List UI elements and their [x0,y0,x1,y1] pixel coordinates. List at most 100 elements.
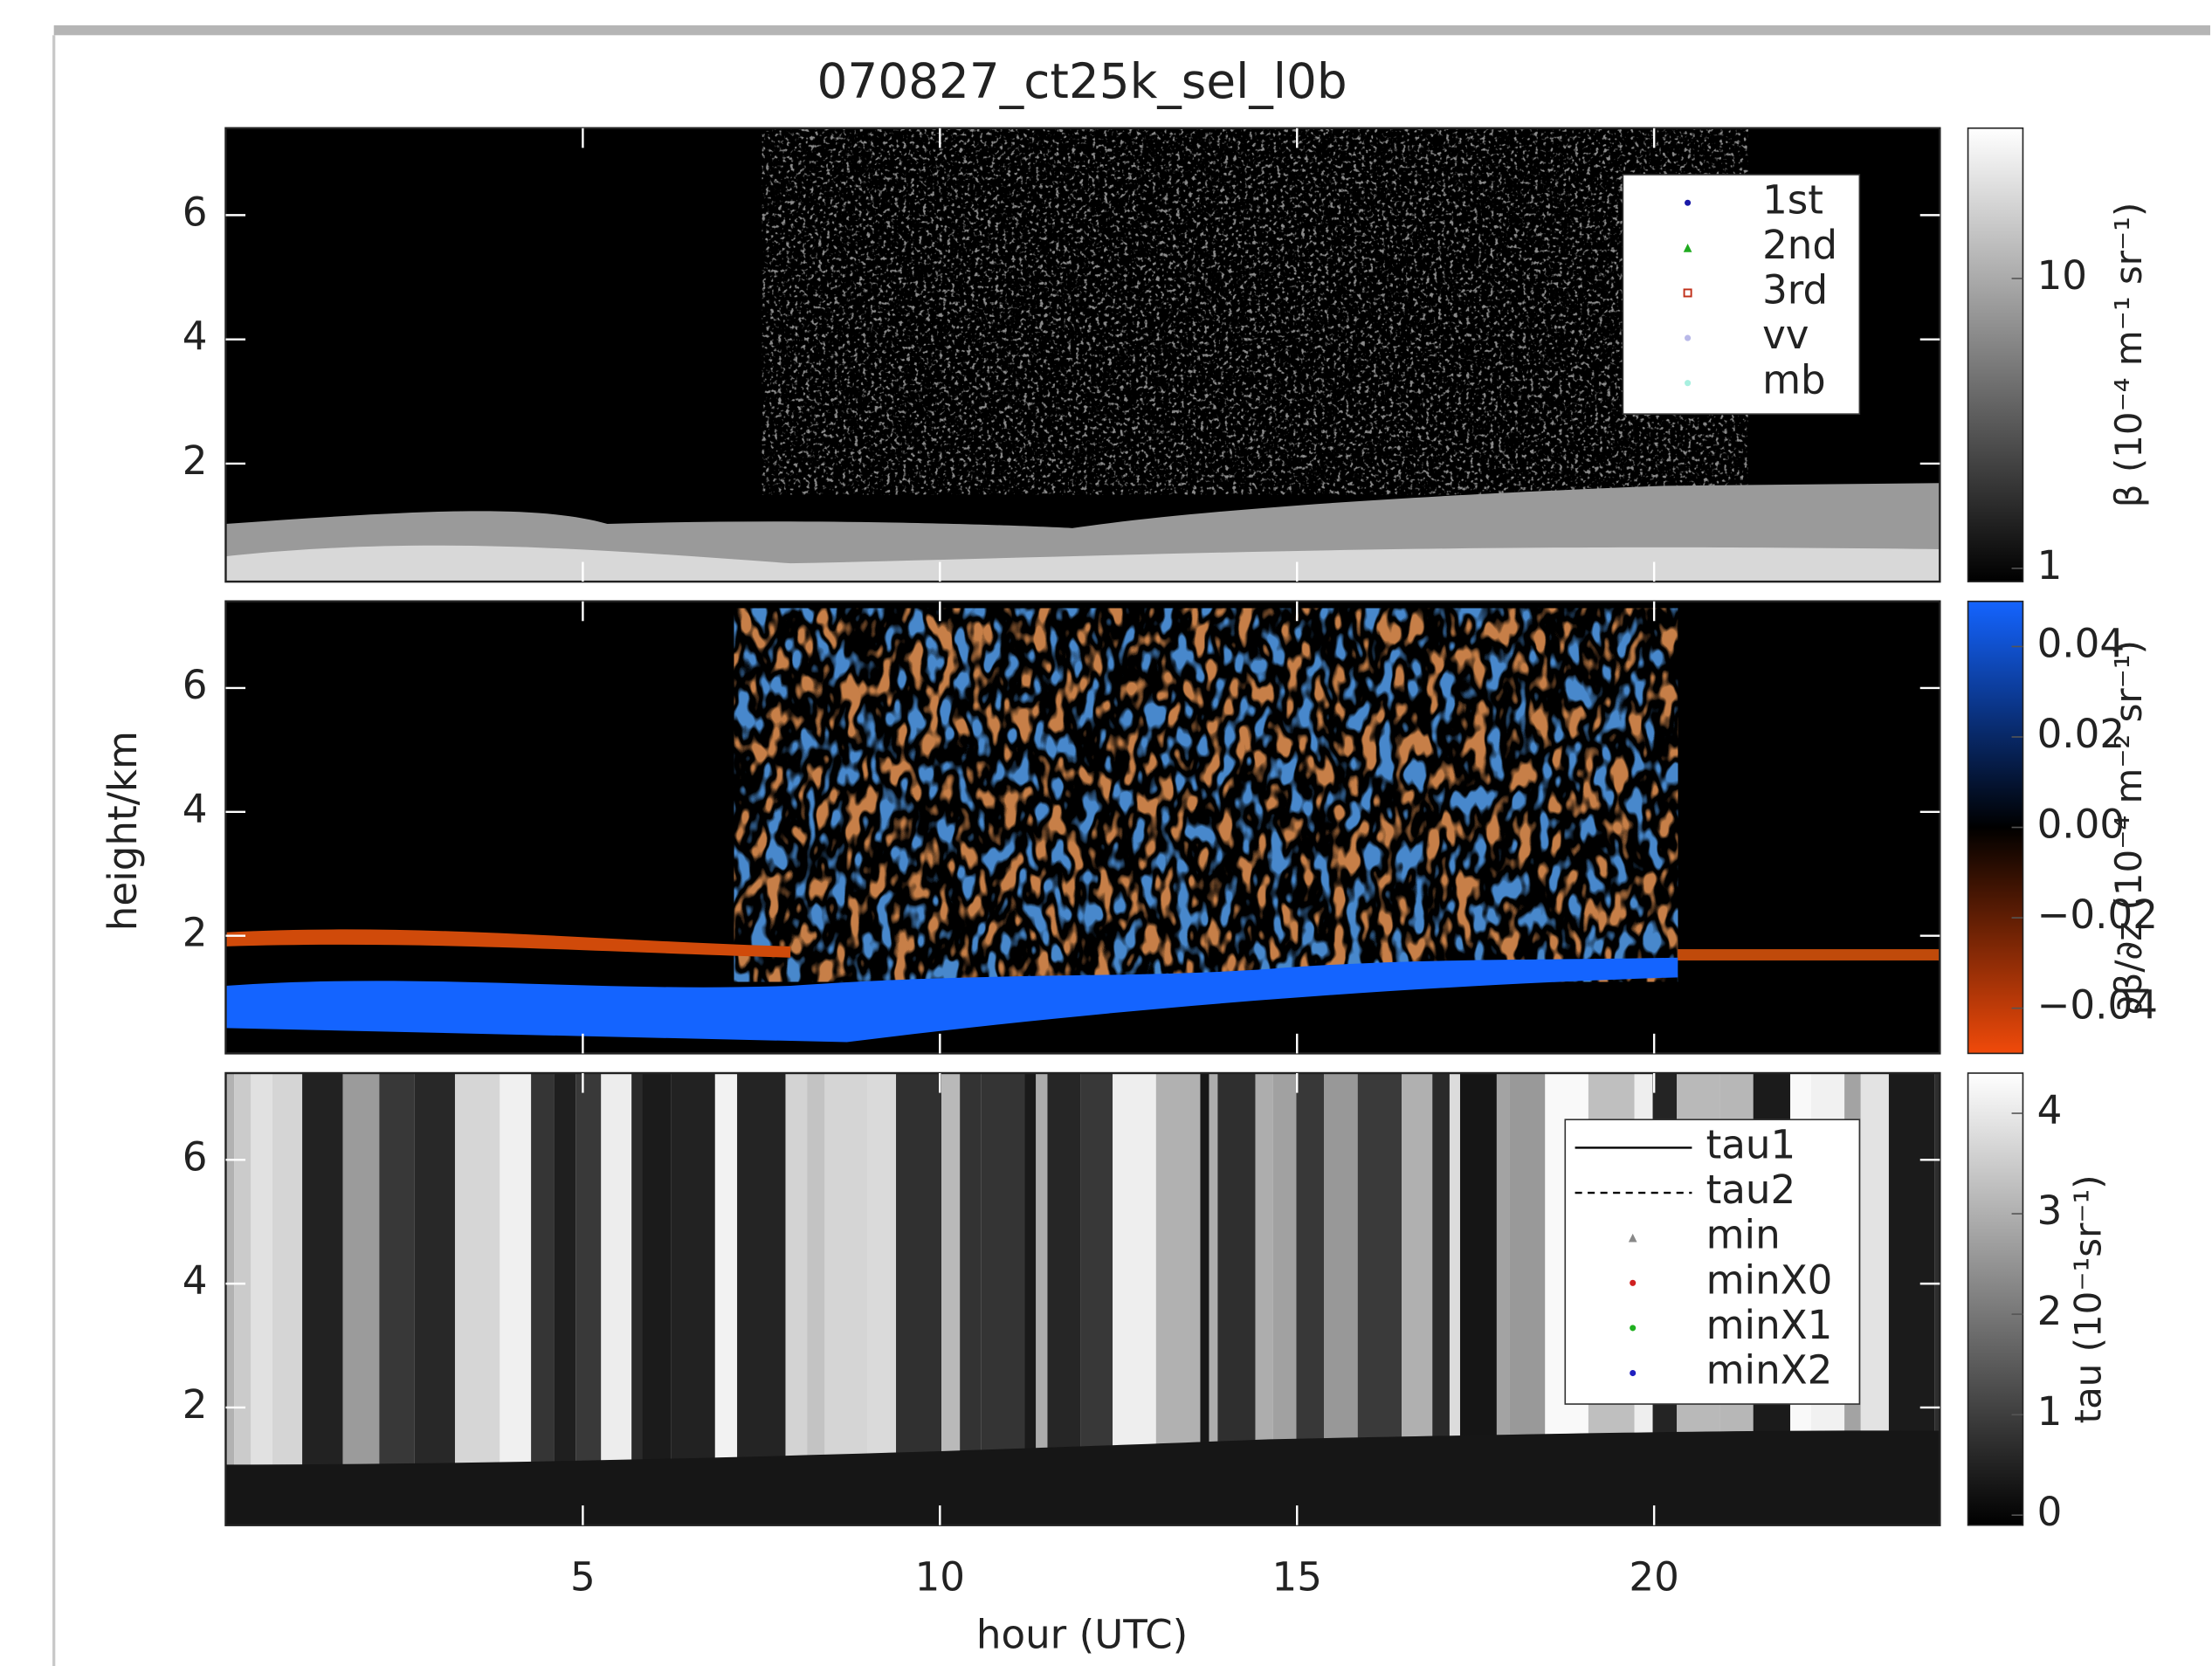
legend-marker [1685,334,1692,341]
y-tick-label: 6 [183,1133,208,1180]
image-stripe [896,1072,942,1525]
image-stripe [785,1072,808,1525]
y-tick-label: 4 [183,1257,208,1304]
legend-marker [1628,1233,1637,1243]
x-tick-label: 10 [915,1554,965,1601]
colorbar-label: tau (10⁻¹sr⁻¹) [2066,1174,2109,1423]
figure-title: 070827_ct25k_sel_l0b [817,53,1347,109]
legend-label: minX2 [1706,1347,1833,1394]
image-lower [225,1430,1940,1525]
image-stripe [531,1072,555,1525]
x-tick-label: 15 [1272,1554,1322,1601]
image-stripe [867,1072,897,1525]
legend-marker [1685,199,1692,206]
colorbar-tick-label: 1 [2037,542,2063,589]
legend-marker [1630,1279,1637,1286]
image-stripe [601,1072,632,1525]
colorbar-tick-label: 0.00 [2037,802,2126,848]
colorbar-tick-label: 1 [2037,1388,2063,1435]
plot-frame [224,127,1941,583]
image-layer-bright [225,545,1940,582]
legend-box [1564,1119,1861,1405]
legend-label: vv [1762,312,1809,358]
legend-marker [1683,288,1692,298]
image-stripe [251,1072,272,1525]
legend-label: min [1706,1212,1781,1258]
image-layer-blue [225,957,1678,1043]
x-tick-label: 20 [1629,1554,1678,1601]
image-stripe [414,1072,455,1525]
image-stripe [1024,1072,1037,1525]
image-layer-orange [1678,949,1940,960]
image-stripe [960,1072,982,1525]
legend-label: tau1 [1706,1121,1796,1167]
legend-label: tau2 [1706,1167,1796,1213]
y-axis-label: height/km [100,731,146,931]
image-stripe [1200,1072,1209,1525]
image-stripe [737,1072,766,1525]
legend-marker [1683,244,1692,252]
image-stripe [1255,1072,1273,1525]
image-stripe [454,1072,500,1525]
image-stripe [1934,1072,1940,1525]
legend-marker [1685,380,1692,387]
image-stripe [807,1072,825,1525]
image-stripe [765,1072,786,1525]
image-stripe [642,1072,672,1525]
image-stripe [1449,1072,1460,1525]
image-stripe [554,1072,576,1525]
colorbar-tick-label: 2 [2037,1288,2063,1334]
colorbar-tick-label: 0.04 [2037,620,2126,666]
y-tick-label: 2 [183,437,208,484]
image-stripe [379,1072,415,1525]
colorbar-tick-label: 0 [2037,1489,2063,1535]
image-stripe [500,1072,532,1525]
image-texture [734,608,1678,982]
y-tick-label: 6 [183,189,208,235]
legend-marker [1630,1369,1637,1377]
y-tick-label: 4 [183,313,208,360]
image-stripe [824,1072,868,1525]
image-stripe [575,1072,602,1525]
colorbar-tick-label: 3 [2037,1188,2063,1234]
legend-label: 1st [1762,176,1823,223]
colorbar-label: ∂β/∂z (10⁻⁴ m⁻² sr⁻¹) [2107,640,2150,1015]
image-stripe [1432,1072,1450,1525]
y-tick-label: 4 [183,786,208,832]
image-stripe [714,1072,738,1525]
window-frame-top [53,25,2210,36]
colorbar-tick-label: −0.04 [2037,982,2158,1029]
image-layer-orange [225,929,791,958]
image-stripe [1036,1072,1048,1525]
x-tick-label: 5 [570,1554,596,1601]
legend-label: 2nd [1762,222,1837,268]
image-speckle [761,127,1748,495]
legend-label: minX1 [1706,1302,1833,1348]
x-axis-label: hour (UTC) [976,1612,1188,1658]
legend-marker [1630,1325,1637,1332]
y-tick-label: 2 [183,1381,208,1428]
image-stripe [225,1072,235,1525]
image-stripe [631,1072,643,1525]
image-stripe [941,1072,961,1525]
image-stripe [272,1072,303,1525]
legend-label: minX0 [1706,1256,1833,1303]
image-stripe [342,1072,380,1525]
image-stripe [671,1072,715,1525]
colorbar-tick-label: 4 [2037,1087,2063,1133]
colorbar-tick-label: −0.02 [2037,892,2158,938]
plot-frame [224,1071,1941,1526]
image-stripe [302,1072,343,1525]
colorbar-tick-label: 0.02 [2037,711,2126,757]
y-tick-label: 2 [183,910,208,956]
legend-label: mb [1762,357,1826,403]
colorbar [1967,127,2024,582]
window-frame-left [52,35,56,1666]
legend-label: 3rd [1762,266,1828,313]
y-tick-label: 6 [183,662,208,708]
image-stripe [234,1072,252,1525]
image-stripe [1496,1072,1510,1525]
